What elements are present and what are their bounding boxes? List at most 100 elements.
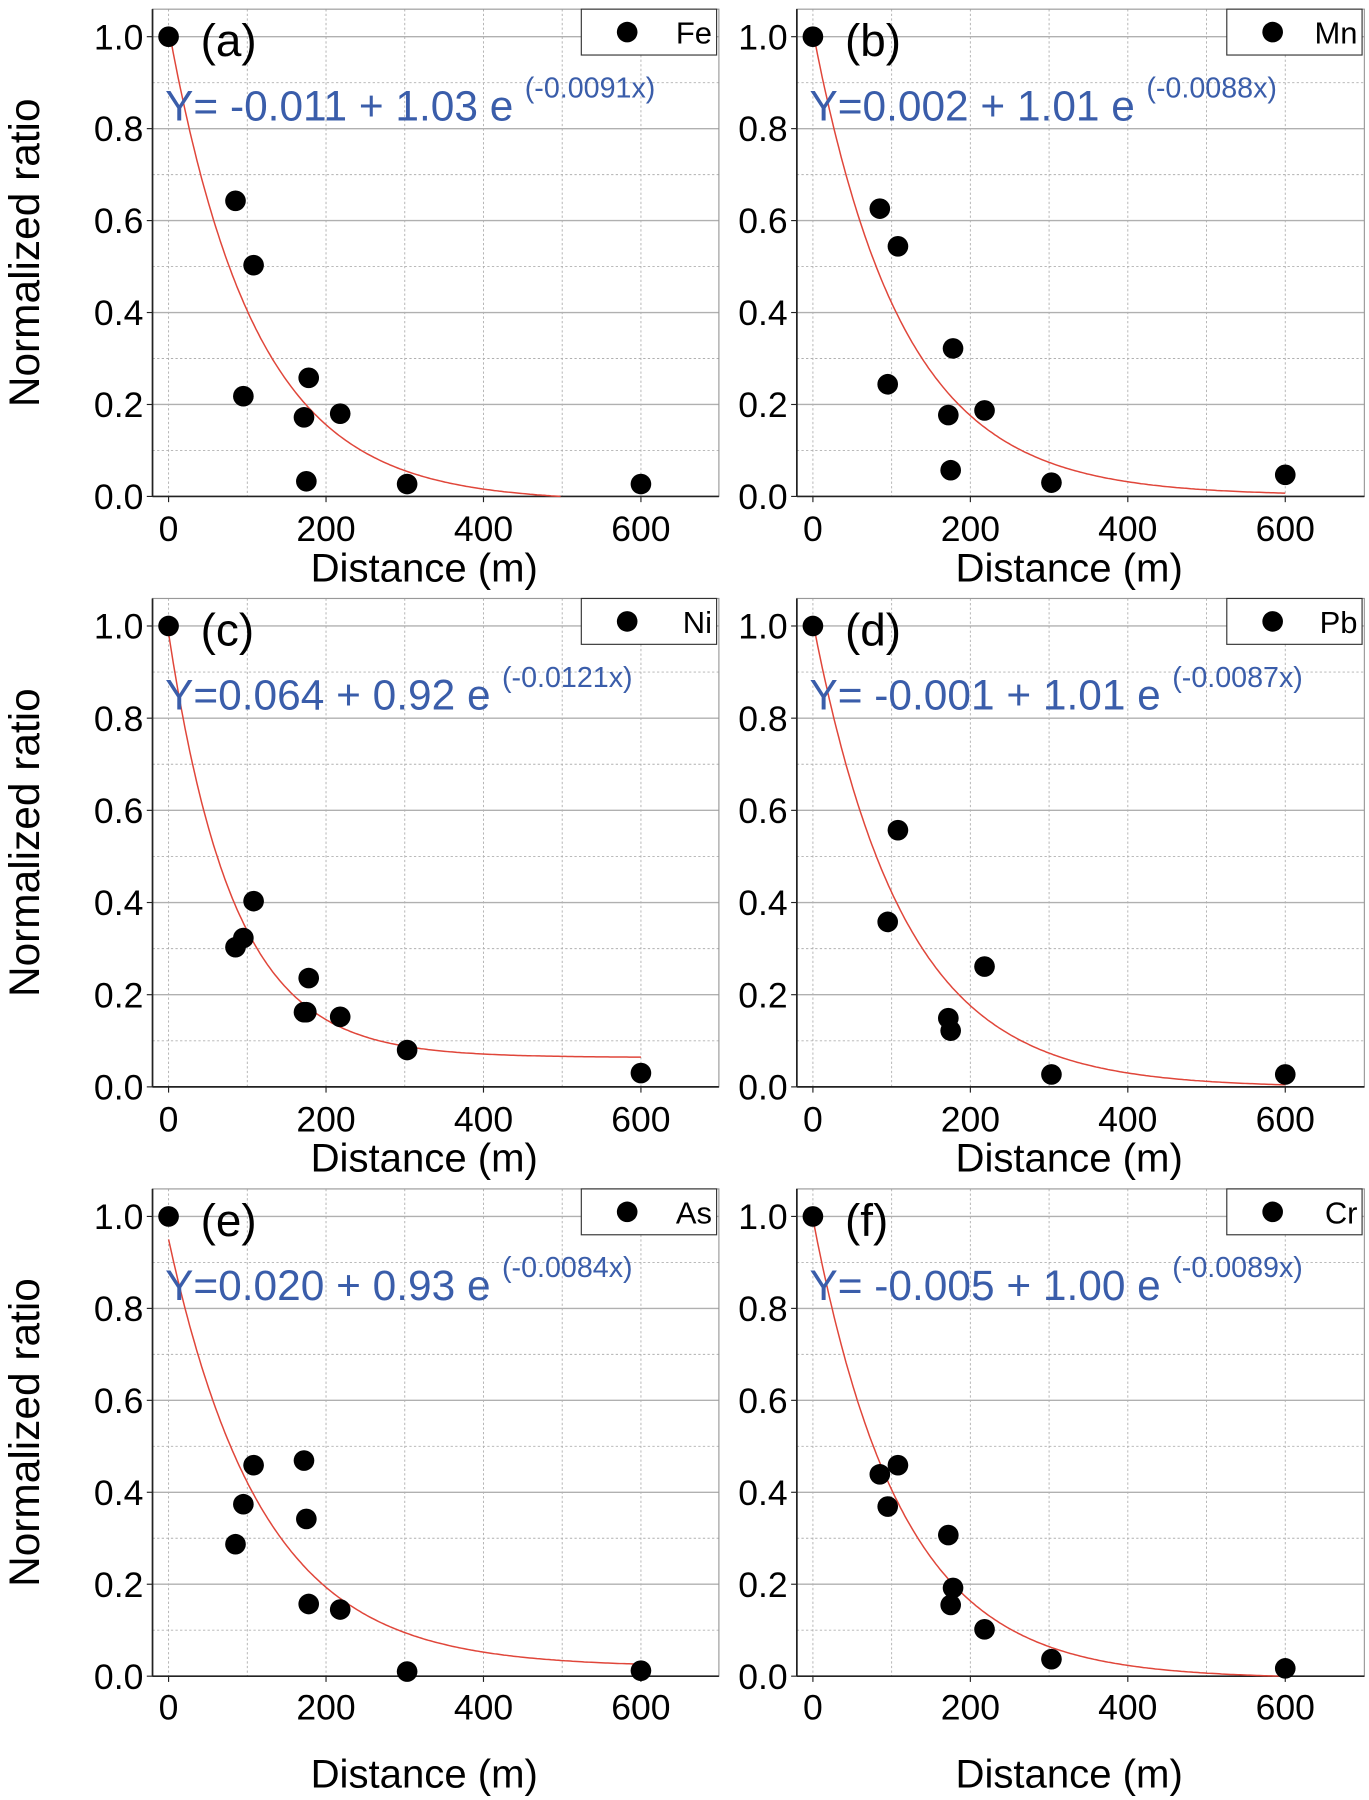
x-axis-label: Distance (m)	[955, 1136, 1182, 1181]
data-point	[296, 470, 317, 492]
y-tick-label: 0.2	[738, 385, 787, 425]
panel-label: (f)	[845, 1194, 888, 1246]
equation-main: Y=0.064 + 0.92 e	[165, 672, 490, 719]
data-point	[298, 967, 320, 989]
y-tick-label: 0.4	[94, 1473, 143, 1513]
panel-pb: 0.0 0.2 0.4 0.6 0.8 1.0 0 200 400 600 Distance (m)…	[738, 597, 1365, 1181]
panel-as: 0.0 0.2 0.4 0.6 0.8 1.0 0 200 400 600 Distance (m)…	[1, 1188, 720, 1796]
y-tick-label: 0.4	[738, 293, 787, 333]
data-point	[1041, 1648, 1062, 1670]
data-point	[877, 373, 899, 395]
y-tick-label: 0.2	[94, 975, 143, 1015]
x-tick-label: 400	[454, 509, 513, 549]
panel-cr: 0.0 0.2 0.4 0.6 0.8 1.0 0 200 400 600 Distance (m)…	[738, 1188, 1365, 1796]
data-point	[329, 1599, 351, 1620]
legend-box	[1226, 8, 1363, 56]
y-tick-label: 0.8	[738, 699, 787, 739]
y-tick-label: 0.8	[94, 699, 143, 739]
y-tick-label: 0.6	[94, 791, 143, 831]
x-tick-label: 0	[159, 1688, 179, 1728]
data-point	[869, 1464, 891, 1485]
fit-curve	[167, 1239, 641, 1665]
x-tick-label: 600	[611, 1688, 670, 1728]
x-axis-label: Distance (m)	[955, 545, 1182, 590]
fit-equation: Y= -0.001 + 1.01 e (-0.0087x)	[809, 662, 1302, 719]
y-axis-label: Normalized ratio	[1, 688, 48, 997]
equation-main: Y=0.020 + 0.93 e	[165, 1262, 490, 1309]
data-point	[942, 338, 964, 359]
y-tick-label: 0.4	[94, 293, 143, 333]
y-tick-label: 0.2	[94, 385, 143, 425]
data-point	[630, 473, 652, 495]
y-tick-label: 0.2	[738, 975, 787, 1015]
fit-curve	[812, 621, 1286, 1086]
data-point	[1274, 464, 1296, 486]
y-tick-label: 0.6	[738, 201, 787, 241]
x-tick-label: 400	[454, 1100, 513, 1140]
data-point	[293, 407, 315, 428]
data-point	[630, 1062, 652, 1084]
x-tick-label: 600	[1256, 1688, 1315, 1728]
data-point	[243, 254, 264, 276]
x-tick-label: 600	[1256, 509, 1315, 549]
data-point	[877, 1496, 899, 1517]
data-point	[243, 890, 264, 912]
y-tick-label: 0.4	[738, 883, 787, 923]
y-tick-label: 0.8	[738, 109, 787, 149]
data-point	[887, 819, 909, 841]
data-point	[243, 1454, 264, 1476]
fit-curve	[167, 27, 561, 498]
equation-exponent: (-0.0089x)	[1172, 1252, 1303, 1284]
legend-marker	[616, 1201, 638, 1223]
equation-main: Y= -0.001 + 1.01 e	[809, 672, 1160, 719]
fit-curve	[812, 31, 1286, 494]
data-point	[940, 459, 961, 481]
equation-exponent: (-0.0091x)	[525, 72, 656, 104]
y-tick-label: 0.0	[738, 1067, 787, 1107]
x-tick-label: 400	[1098, 509, 1157, 549]
data-point	[802, 26, 824, 48]
y-tick-label: 1.0	[94, 1197, 143, 1237]
y-tick-label: 0.6	[738, 1381, 787, 1421]
fit-equation: Y=0.020 + 0.93 e (-0.0084x)	[165, 1252, 632, 1309]
fit-equation: Y= -0.011 + 1.03 e (-0.0091x)	[165, 72, 655, 129]
legend-label: Ni	[683, 605, 712, 640]
legend-label: Mn	[1315, 16, 1358, 51]
y-tick-label: 1.0	[94, 607, 143, 647]
data-point	[233, 927, 254, 949]
data-point	[1041, 1064, 1062, 1085]
legend-marker	[1262, 611, 1283, 632]
y-tick-label: 1.0	[738, 607, 787, 647]
x-tick-label: 400	[1098, 1688, 1157, 1728]
data-point	[802, 615, 824, 637]
data-point	[942, 1577, 964, 1599]
data-point	[940, 1020, 961, 1041]
data-point	[233, 385, 254, 407]
legend-marker	[616, 611, 638, 632]
y-tick-label: 0.0	[738, 1657, 787, 1697]
fit-equation: Y=0.064 + 0.92 e (-0.0121x)	[165, 662, 632, 719]
y-tick-label: 0.4	[94, 883, 143, 923]
y-tick-label: 0.0	[738, 477, 787, 517]
legend-marker	[616, 21, 638, 43]
x-axis-label: Distance (m)	[311, 545, 538, 590]
data-point	[937, 1524, 959, 1546]
panel-label: (e)	[201, 1194, 257, 1246]
data-point	[293, 1450, 315, 1471]
y-tick-label: 1.0	[738, 17, 787, 57]
x-tick-label: 200	[296, 1688, 355, 1728]
data-point	[1041, 472, 1062, 493]
x-tick-label: 0	[159, 509, 179, 549]
data-point	[887, 1454, 909, 1476]
x-tick-label: 0	[803, 509, 823, 549]
x-tick-label: 0	[803, 1100, 823, 1140]
data-point	[877, 911, 899, 933]
panel-label: (b)	[845, 14, 901, 66]
data-point	[937, 404, 959, 426]
data-point	[974, 1618, 995, 1640]
data-point	[158, 26, 179, 48]
panel-label: (a)	[201, 14, 257, 66]
panel-fe: 0.0 0.2 0.4 0.6 0.8 1.0 0 200 400 600 Distance (m)…	[1, 8, 720, 590]
fit-equation: Y= -0.005 + 1.00 e (-0.0089x)	[809, 1252, 1302, 1309]
